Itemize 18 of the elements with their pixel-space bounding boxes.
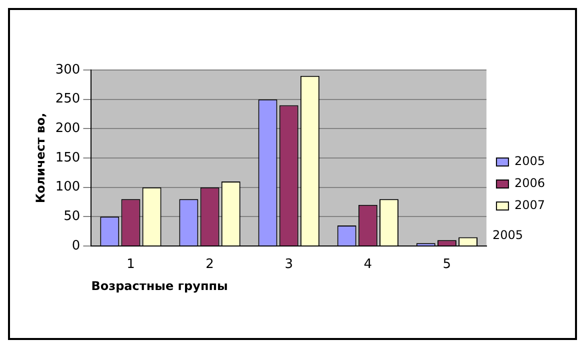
text: 2005	[492, 228, 524, 242]
y-tick-label: 300	[55, 62, 80, 78]
y-tick-label: 50	[64, 209, 80, 224]
legend-label: 2007	[514, 198, 546, 212]
y-tick-label: 250	[55, 92, 80, 107]
y-tick-label: 0	[72, 238, 80, 254]
legend-label: 2006	[514, 176, 546, 190]
x-tick-label: 4	[364, 257, 372, 272]
x-tick-label: 1	[126, 257, 135, 272]
x-tick-label: 3	[284, 257, 293, 272]
y-tick-label: 150	[55, 150, 80, 166]
x-tick-label: 5	[442, 257, 452, 272]
legend-label: 2005	[514, 154, 546, 168]
y-axis-title: Количест во,	[33, 112, 48, 204]
y-tick-label: 200	[55, 121, 80, 136]
x-axis-title: Возрастные группы	[91, 278, 228, 293]
x-tick-label: 2	[206, 257, 214, 272]
y-tick-label: 100	[55, 180, 80, 195]
